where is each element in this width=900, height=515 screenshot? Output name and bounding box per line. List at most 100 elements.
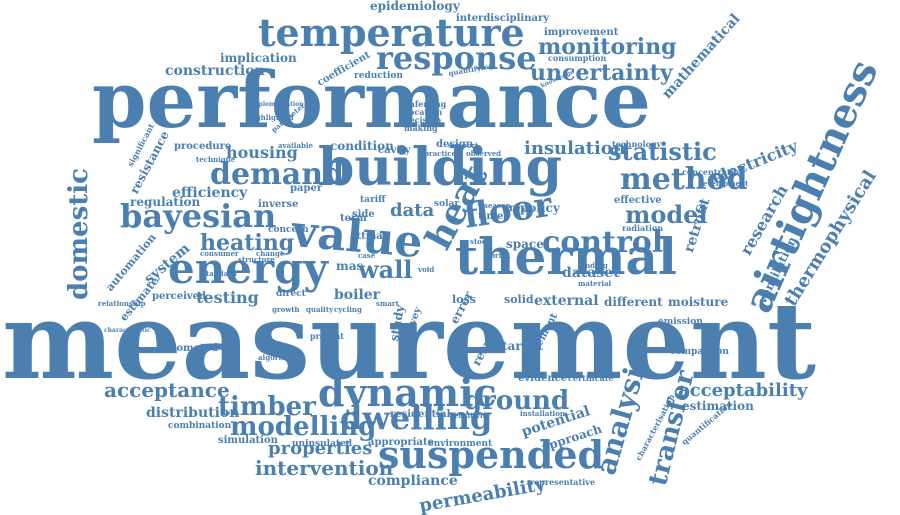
word: acceptance xyxy=(104,378,230,402)
word: evidence xyxy=(518,373,568,384)
word: moisture xyxy=(668,295,729,309)
word: uninsulated xyxy=(292,439,353,449)
word: automated xyxy=(158,343,219,354)
word: loss xyxy=(452,293,476,306)
word: epidemiology xyxy=(370,0,460,13)
word: measurement xyxy=(2,278,816,403)
word: policy xyxy=(520,201,560,215)
word: monitoring xyxy=(538,34,677,60)
word: boiler xyxy=(334,287,381,303)
word: demand xyxy=(210,157,345,192)
word: different xyxy=(604,295,663,309)
word: term xyxy=(340,213,367,224)
word: cavity xyxy=(378,145,411,156)
word: paper xyxy=(290,183,323,194)
word: quality xyxy=(306,305,334,314)
word: properties xyxy=(268,438,373,459)
word: stock xyxy=(470,237,491,246)
word: uncertainty xyxy=(530,60,673,86)
word: consumption xyxy=(548,53,607,63)
word: environment xyxy=(428,439,493,449)
word: technique xyxy=(196,155,236,164)
word: radiation xyxy=(622,223,664,233)
word: performance xyxy=(92,55,651,146)
word: decision xyxy=(404,115,442,125)
word: simulation xyxy=(218,435,278,446)
word: smart xyxy=(376,299,399,308)
word: change xyxy=(256,249,285,258)
word: dwelling xyxy=(340,399,493,437)
word: method xyxy=(620,162,748,197)
word: making xyxy=(404,123,438,133)
word: grey xyxy=(502,203,527,214)
word: solar xyxy=(434,199,460,209)
word: perceived xyxy=(152,291,207,302)
word: response xyxy=(376,39,537,77)
word: data xyxy=(390,200,435,221)
word: implementation xyxy=(250,101,304,108)
word: insulation xyxy=(524,138,626,159)
word: distribution xyxy=(146,405,240,421)
word: dynamic xyxy=(318,370,497,415)
word: available xyxy=(278,141,313,150)
word: intervention xyxy=(255,456,394,480)
word: space xyxy=(506,237,544,251)
word: design xyxy=(436,139,474,150)
word: installation xyxy=(520,409,565,418)
word: domestic xyxy=(64,168,94,300)
word: reduction xyxy=(354,71,403,81)
word: attma xyxy=(350,231,383,242)
word: acceptability xyxy=(678,380,808,401)
word: suspended xyxy=(378,432,605,477)
word: standard xyxy=(202,269,237,278)
word: location xyxy=(406,107,443,117)
word: temperature xyxy=(258,10,525,55)
word: algorithm xyxy=(258,353,297,362)
word: target xyxy=(502,339,544,353)
word: housing xyxy=(226,143,298,162)
word: observed xyxy=(466,149,502,158)
word: ground xyxy=(464,386,570,416)
word: testing xyxy=(196,288,259,307)
word: heating xyxy=(200,230,295,256)
word: relationship xyxy=(98,299,146,308)
word: thermal xyxy=(455,227,677,286)
word: mas xyxy=(336,259,364,273)
word: finding xyxy=(580,261,608,270)
word: characteristic xyxy=(104,327,151,334)
word: external xyxy=(534,293,599,309)
word: wall xyxy=(358,255,413,284)
word: certificate xyxy=(568,373,614,383)
word: growth xyxy=(272,305,300,314)
word: model xyxy=(625,200,708,229)
word: implication xyxy=(220,51,297,65)
word: procedure xyxy=(174,141,232,152)
word: consumer xyxy=(200,249,239,258)
word: compliance xyxy=(368,473,458,489)
word: practice xyxy=(424,149,456,158)
word: development xyxy=(698,179,749,188)
word: season xyxy=(484,201,511,210)
word: effective xyxy=(614,195,662,206)
word: cycling xyxy=(334,305,362,314)
word: void xyxy=(418,265,435,274)
word: side xyxy=(352,209,375,220)
word: inferring xyxy=(406,99,447,109)
word: improvement xyxy=(544,27,619,38)
word: comparison xyxy=(670,347,729,357)
word: concern xyxy=(268,225,309,235)
word: control xyxy=(542,225,664,260)
word: support xyxy=(448,141,479,150)
word: direct xyxy=(276,289,306,299)
word: highlighted xyxy=(248,113,294,122)
word: energy xyxy=(168,244,328,293)
word: residential xyxy=(390,409,451,420)
word: solid xyxy=(504,293,534,306)
word: case xyxy=(358,251,376,260)
word: condition xyxy=(330,139,394,153)
word: sensitivity xyxy=(450,411,491,420)
word: present xyxy=(310,331,345,341)
word: tariff xyxy=(360,195,386,205)
word: inverse xyxy=(258,199,299,210)
